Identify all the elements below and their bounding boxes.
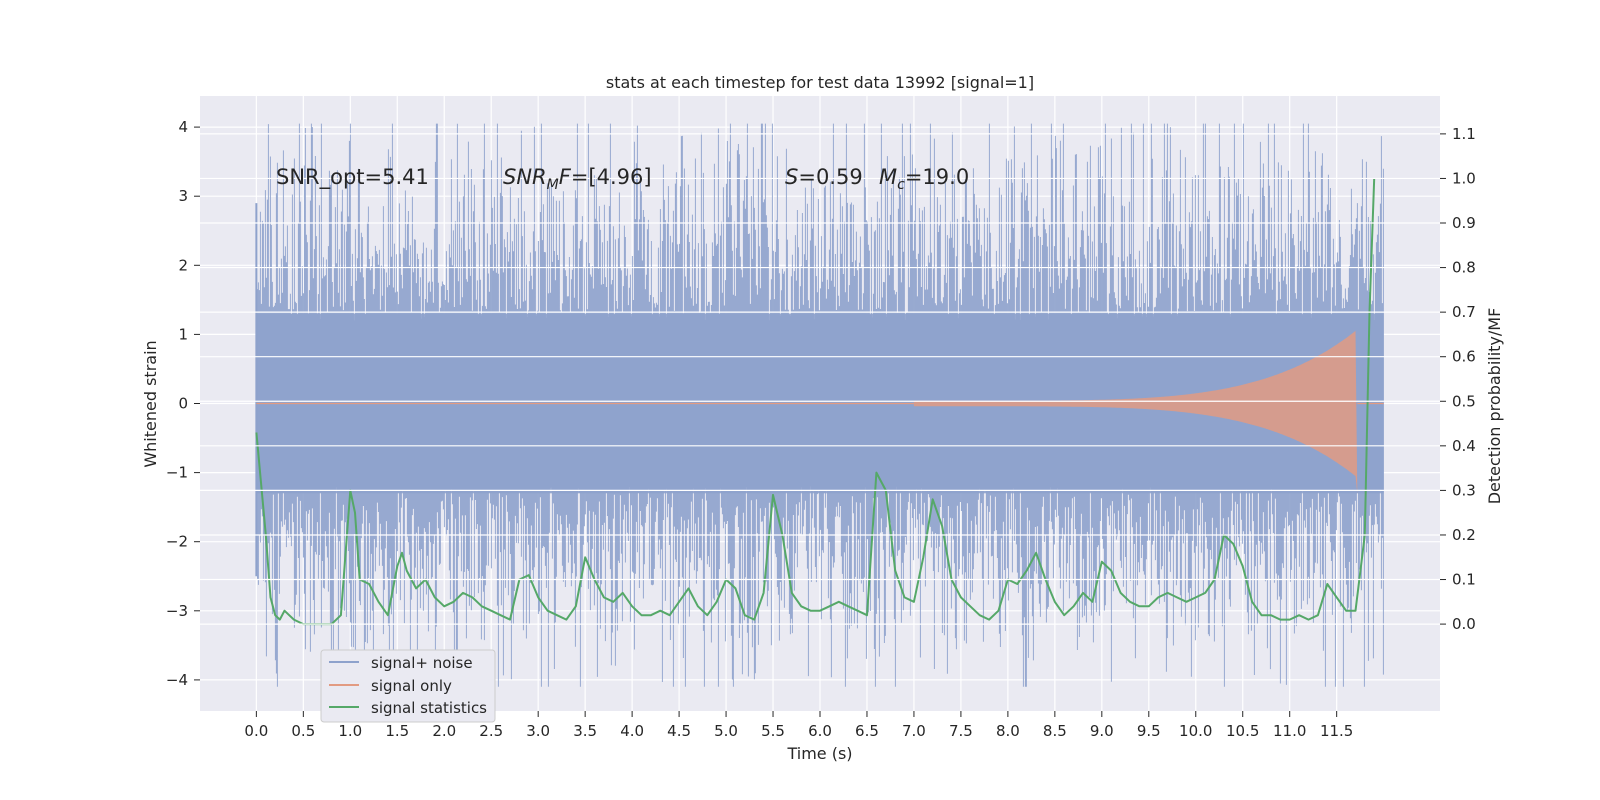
- tick-label-x: 4.0: [620, 722, 644, 740]
- annotations: SNR_opt=5.41 SNRMF=[4.96] S=0.59 Mc=19.0: [276, 165, 969, 193]
- tick-label-left: −4: [166, 671, 188, 689]
- tick-label-right: 0.8: [1452, 259, 1476, 277]
- legend: signal+ noise signal only signal statist…: [320, 649, 496, 723]
- series-signal-statistics: [255, 178, 1376, 626]
- tick-label-left: −2: [166, 533, 188, 551]
- tick-label-x: 3.5: [573, 722, 597, 740]
- grid-lines-y-right: [200, 133, 1440, 625]
- tick-label-x: 6.5: [855, 722, 879, 740]
- y-axis-label-left: Whitened strain: [141, 340, 160, 467]
- tick-label-x: 3.0: [526, 722, 550, 740]
- x-axis-label: Time (s): [786, 744, 852, 763]
- tick-label-right: 0.9: [1452, 214, 1476, 232]
- tick-label-left: −1: [166, 464, 188, 482]
- y-axis-label-right: Detection probability/MF: [1485, 308, 1504, 505]
- tick-label-right: 0.3: [1452, 481, 1476, 499]
- tick-label-right: 1.1: [1452, 125, 1476, 143]
- tick-label-x: 1.5: [385, 722, 409, 740]
- annotation-snr-opt: SNR_opt=5.41: [276, 165, 429, 190]
- legend-label-signal-only: signal only: [371, 677, 452, 695]
- tick-label-right: 0.1: [1452, 571, 1476, 589]
- tick-label-x: 1.0: [338, 722, 362, 740]
- tick-label-left: 4: [178, 118, 188, 136]
- tick-label-x: 5.5: [761, 722, 785, 740]
- series-signal-only: [256, 330, 1384, 494]
- tick-label-x: 11.0: [1273, 722, 1306, 740]
- tick-label-right: 0.5: [1452, 392, 1476, 410]
- tick-label-x: 0.5: [291, 722, 315, 740]
- tick-label-x: 4.5: [667, 722, 691, 740]
- tick-label-x: 9.0: [1090, 722, 1114, 740]
- tick-label-left: 3: [178, 187, 188, 205]
- tick-label-x: 7.5: [949, 722, 973, 740]
- tick-label-x: 11.5: [1320, 722, 1353, 740]
- tick-label-left: 0: [178, 395, 188, 413]
- stats-line: [255, 178, 1376, 626]
- tick-label-left: 1: [178, 325, 188, 343]
- tick-label-right: 0.0: [1452, 615, 1476, 633]
- tick-label-x: 5.0: [714, 722, 738, 740]
- tick-label-right: 0.4: [1452, 437, 1476, 455]
- legend-label-signal-noise: signal+ noise: [371, 654, 473, 672]
- annotation-mc: Mc=19.0: [879, 165, 969, 193]
- legend-box: [320, 649, 496, 723]
- tick-label-x: 0.0: [244, 722, 268, 740]
- tick-label-x: 6.0: [808, 722, 832, 740]
- tick-label-left: −3: [166, 602, 188, 620]
- x-ticks: 0.0 0.5 1.0 1.5 2.0 2.5 3.0 3.5 4.0 4.5 5.0 5.5 6.0 6…: [244, 711, 1353, 740]
- chart-title: stats at each timestep for test data 139…: [606, 73, 1034, 92]
- tick-label-x: 10.5: [1226, 722, 1259, 740]
- tick-label-right: 0.6: [1452, 348, 1476, 366]
- tick-label-right: 0.2: [1452, 526, 1476, 544]
- tick-label-right: 1.0: [1452, 169, 1476, 187]
- tick-label-x: 2.5: [479, 722, 503, 740]
- tick-label-x: 8.5: [1043, 722, 1067, 740]
- tick-label-x: 2.0: [432, 722, 456, 740]
- signal-chirp: [913, 330, 1358, 494]
- tick-label-x: 9.5: [1137, 722, 1161, 740]
- tick-label-right: 0.7: [1452, 303, 1476, 321]
- y-ticks-right: 1.1 1.0 0.9 0.8 0.7 0.6 0.5 0.4 0.3 0.2 0.1 0.0: [1440, 125, 1476, 633]
- y-ticks-left: 4 3 2 1 0 −1 −2 −3 −4: [166, 118, 200, 689]
- tick-label-x: 7.0: [902, 722, 926, 740]
- annotation-s: S=0.59: [785, 165, 863, 189]
- tick-label-left: 2: [178, 256, 188, 274]
- tick-label-x: 8.0: [996, 722, 1020, 740]
- tick-label-x: 10.0: [1179, 722, 1212, 740]
- legend-label-signal-statistics: signal statistics: [371, 699, 487, 717]
- annotation-snr-mf: SNRMF=[4.96]: [503, 165, 652, 193]
